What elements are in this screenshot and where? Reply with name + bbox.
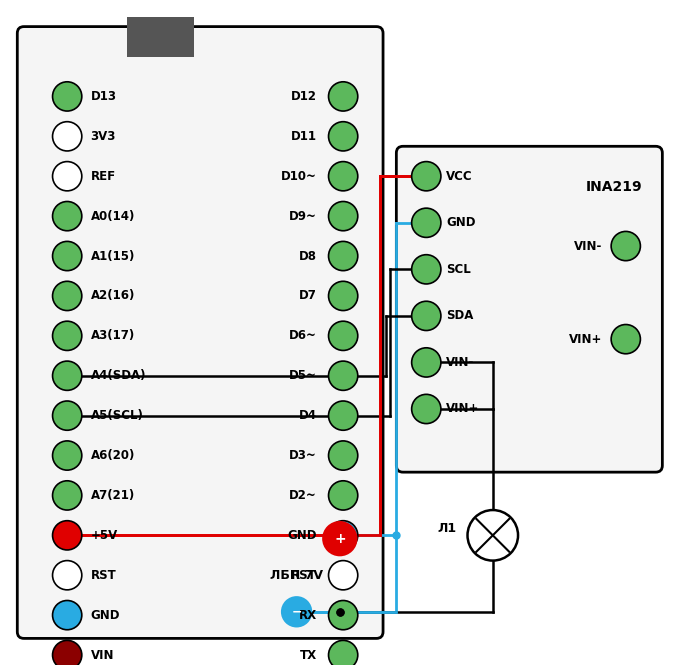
Text: RST: RST	[291, 569, 316, 582]
Text: +: +	[334, 531, 346, 546]
Text: VIN: VIN	[90, 648, 114, 662]
Text: A1(15): A1(15)	[90, 249, 135, 263]
Text: D12: D12	[291, 90, 316, 103]
Text: D9~: D9~	[289, 209, 316, 223]
Text: A5(SCL): A5(SCL)	[90, 409, 143, 422]
Circle shape	[328, 321, 358, 350]
Text: D13: D13	[90, 90, 116, 103]
Text: D2~: D2~	[289, 489, 316, 502]
Circle shape	[328, 441, 358, 470]
Circle shape	[412, 394, 441, 424]
Circle shape	[328, 122, 358, 151]
Circle shape	[52, 481, 82, 510]
Text: RX: RX	[298, 608, 316, 622]
Text: −: −	[291, 605, 302, 618]
Circle shape	[328, 481, 358, 510]
Text: A4(SDA): A4(SDA)	[90, 369, 146, 382]
Text: D3~: D3~	[289, 449, 316, 462]
Text: D4: D4	[299, 409, 316, 422]
Text: A0(14): A0(14)	[90, 209, 135, 223]
Circle shape	[328, 82, 358, 111]
Text: A6(20): A6(20)	[90, 449, 135, 462]
Text: REF: REF	[90, 170, 116, 183]
Circle shape	[328, 561, 358, 590]
Text: D6~: D6~	[289, 329, 316, 342]
Text: D8: D8	[299, 249, 316, 263]
Circle shape	[412, 208, 441, 237]
Text: RST: RST	[90, 569, 116, 582]
Text: TX: TX	[299, 648, 316, 662]
Text: 3V3: 3V3	[90, 130, 116, 143]
Bar	[127, 17, 194, 57]
Circle shape	[328, 640, 358, 665]
Text: D7: D7	[299, 289, 316, 303]
Text: VIN-: VIN-	[574, 239, 602, 253]
Circle shape	[52, 241, 82, 271]
Text: A7(21): A7(21)	[90, 489, 135, 502]
FancyBboxPatch shape	[17, 27, 383, 638]
Circle shape	[468, 510, 518, 561]
Circle shape	[328, 241, 358, 271]
Circle shape	[611, 231, 641, 261]
Text: Л1: Л1	[437, 522, 456, 535]
Text: GND: GND	[446, 216, 476, 229]
Circle shape	[611, 325, 641, 354]
Text: A2(16): A2(16)	[90, 289, 135, 303]
Text: VIN-: VIN-	[446, 356, 474, 369]
Circle shape	[52, 561, 82, 590]
Circle shape	[52, 82, 82, 111]
Text: A3(17): A3(17)	[90, 329, 135, 342]
Text: GND: GND	[287, 529, 316, 542]
Circle shape	[328, 201, 358, 231]
Circle shape	[52, 441, 82, 470]
Circle shape	[52, 162, 82, 191]
Circle shape	[282, 597, 311, 626]
Text: VIN+: VIN+	[569, 332, 602, 346]
Circle shape	[52, 640, 82, 665]
Circle shape	[412, 348, 441, 377]
Circle shape	[328, 600, 358, 630]
Circle shape	[412, 162, 441, 191]
Circle shape	[52, 401, 82, 430]
Circle shape	[52, 201, 82, 231]
Circle shape	[52, 281, 82, 311]
Text: D11: D11	[291, 130, 316, 143]
Circle shape	[323, 522, 357, 555]
FancyBboxPatch shape	[396, 146, 662, 472]
Circle shape	[52, 361, 82, 390]
Circle shape	[52, 521, 82, 550]
Text: SDA: SDA	[446, 309, 474, 323]
Circle shape	[328, 401, 358, 430]
Text: +5V: +5V	[90, 529, 118, 542]
Circle shape	[328, 521, 358, 550]
Text: GND: GND	[90, 608, 120, 622]
Text: VCC: VCC	[446, 170, 473, 183]
Circle shape	[52, 321, 82, 350]
Circle shape	[412, 255, 441, 284]
Text: ЛБП 7V: ЛБП 7V	[270, 569, 323, 582]
Text: D10~: D10~	[281, 170, 316, 183]
Text: VIN+: VIN+	[446, 402, 480, 416]
Circle shape	[52, 600, 82, 630]
Circle shape	[52, 122, 82, 151]
Circle shape	[328, 281, 358, 311]
Circle shape	[412, 301, 441, 331]
Circle shape	[328, 162, 358, 191]
Text: SCL: SCL	[446, 263, 471, 276]
Text: INA219: INA219	[586, 180, 643, 194]
Circle shape	[328, 361, 358, 390]
Text: D5~: D5~	[289, 369, 316, 382]
